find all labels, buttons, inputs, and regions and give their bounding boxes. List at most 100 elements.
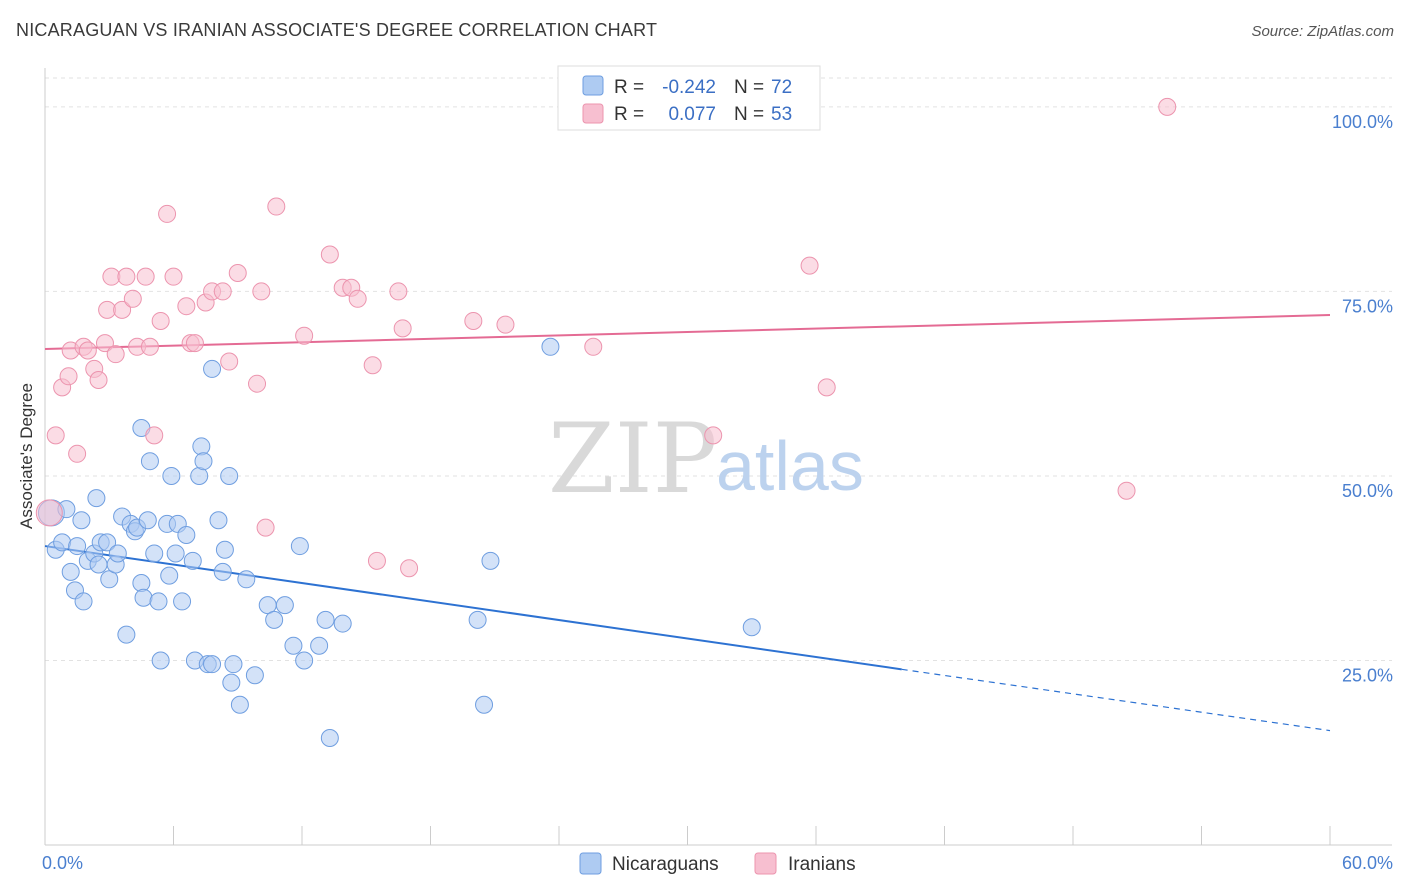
point-nicaraguans (98, 533, 117, 552)
point-nicaraguans (145, 544, 164, 563)
point-nicaraguans (117, 625, 136, 644)
point-nicaraguans (209, 511, 228, 530)
point-nicaraguans (295, 651, 314, 670)
legend-label-iranians: Iranians (788, 854, 856, 875)
point-nicaraguans (173, 592, 192, 611)
point-nicaraguans (177, 526, 196, 544)
point-nicaraguans (213, 562, 232, 581)
point-nicaraguans (475, 695, 494, 714)
point-nicaraguans (61, 562, 80, 581)
point-iranians (106, 345, 125, 364)
point-iranians (267, 197, 286, 216)
point-nicaraguans (237, 570, 256, 589)
watermark: ZIP atlas (548, 403, 864, 515)
point-nicaraguans (275, 596, 294, 615)
y-tick-label: 25.0% (1342, 665, 1393, 685)
point-nicaraguans (132, 573, 151, 592)
point-iranians (389, 282, 408, 301)
point-nicaraguans (215, 540, 234, 559)
stats-n-label-nicaraguans: N = (734, 77, 764, 98)
trend-line (44, 314, 1331, 350)
point-nicaraguans (290, 537, 309, 556)
point-iranians (68, 444, 87, 463)
point-iranians (1117, 481, 1136, 500)
legend-swatch-iranians (754, 852, 777, 875)
point-nicaraguans (541, 337, 560, 356)
point-iranians (584, 337, 603, 356)
point-nicaraguans (742, 618, 761, 637)
stats-n-iranians: 53 (771, 104, 792, 125)
point-nicaraguans (230, 695, 249, 714)
point-nicaraguans (89, 555, 108, 574)
point-nicaraguans (194, 452, 213, 471)
point-iranians (59, 367, 78, 386)
stats-n-nicaraguans: 72 (771, 77, 792, 98)
point-nicaraguans (140, 452, 159, 471)
legend-label-nicaraguans: Nicaraguans (612, 854, 719, 875)
point-nicaraguans (203, 359, 222, 378)
trend-line (44, 545, 902, 671)
tick-labels: 25.0% 50.0% 75.0% 100.0% 0.0% 60.0% (42, 112, 1393, 873)
point-iranians (252, 282, 271, 301)
point-nicaraguans (160, 566, 179, 585)
point-iranians (496, 315, 515, 334)
point-iranians (158, 204, 177, 223)
y-axis-title: Associate's Degree (17, 383, 36, 529)
point-nicaraguans (333, 614, 352, 633)
watermark-zip: ZIP (548, 403, 717, 515)
point-nicaraguans (192, 437, 211, 456)
point-iranians (164, 267, 183, 286)
point-nicaraguans (245, 666, 264, 685)
point-iranians (78, 341, 97, 360)
point-iranians (98, 300, 117, 319)
point-iranians (102, 267, 121, 286)
trend-line-extension (901, 668, 1331, 732)
point-nicaraguans (149, 592, 168, 611)
point-iranians (320, 245, 339, 264)
stats-r-nicaraguans: -0.242 (662, 77, 716, 98)
point-iranians (464, 311, 483, 330)
point-nicaraguans (220, 466, 239, 485)
point-nicaraguans (222, 673, 241, 692)
point-iranians (117, 267, 136, 286)
stats-n-label-iranians: N = (734, 104, 764, 125)
point-nicaraguans (138, 511, 157, 530)
point-iranians (800, 256, 819, 275)
stats-r-label-iranians: R = (614, 104, 644, 125)
point-nicaraguans (72, 511, 91, 530)
point-iranians (400, 559, 419, 578)
point-iranians (367, 551, 386, 570)
point-iranians (220, 352, 239, 371)
point-iranians (145, 426, 164, 445)
point-iranians (248, 374, 267, 393)
point-nicaraguans (284, 636, 303, 655)
point-iranians (817, 378, 836, 397)
stats-r-label-nicaraguans: R = (614, 77, 644, 98)
point-iranians (213, 282, 232, 301)
point-iranians (89, 371, 108, 389)
point-iranians (95, 334, 114, 353)
x-tick-label-end: 60.0% (1342, 853, 1393, 873)
chart-title: NICARAGUAN VS IRANIAN ASSOCIATE'S DEGREE… (16, 20, 658, 40)
point-nicaraguans (134, 588, 153, 607)
point-iranians (123, 289, 142, 308)
data-points (35, 97, 1177, 747)
watermark-atlas: atlas (716, 427, 864, 505)
point-nicaraguans (162, 466, 181, 485)
point-iranians (151, 311, 170, 330)
point-iranians (393, 319, 412, 338)
point-nicaraguans (224, 655, 243, 674)
point-nicaraguans (87, 489, 106, 508)
point-iranians (113, 300, 132, 319)
point-iranians (704, 426, 723, 445)
point-iranians (295, 326, 314, 345)
point-nicaraguans (203, 655, 222, 674)
point-iranians (228, 263, 247, 282)
chart-source: Source: ZipAtlas.com (1251, 23, 1394, 40)
legend-swatch-nicaraguans (579, 852, 602, 875)
point-nicaraguans (74, 592, 93, 611)
x-tick-label-start: 0.0% (42, 853, 83, 873)
point-iranians (140, 337, 159, 356)
point-iranians (136, 267, 155, 286)
point-iranians (185, 334, 204, 353)
